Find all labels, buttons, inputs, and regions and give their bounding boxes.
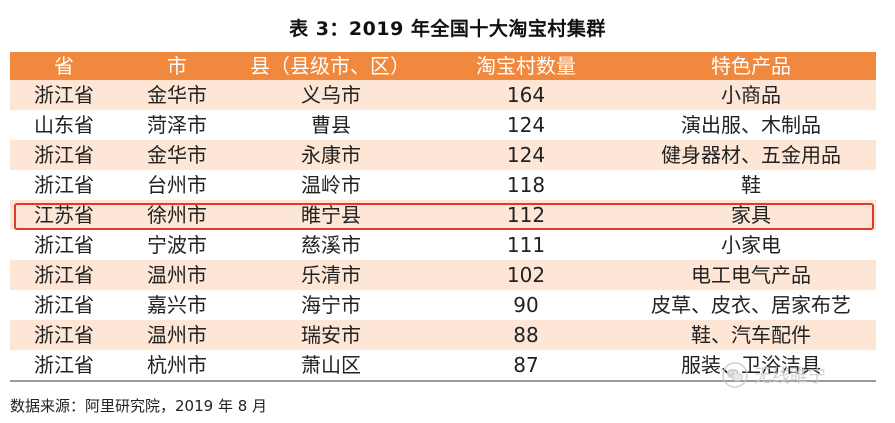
table-row: 浙江省 嘉兴市 海宁市 90 皮草、皮衣、居家布艺	[10, 290, 876, 320]
province-cell: 浙江省	[34, 293, 94, 317]
village-count-cell: 124	[506, 113, 546, 137]
village-count-cell: 112	[506, 203, 546, 227]
county-cell: 曹县	[311, 113, 351, 137]
city-cell: 金华市	[147, 143, 207, 167]
village-count-cell: 111	[506, 233, 546, 257]
product-cell: 健身器材、五金用品	[661, 143, 841, 167]
county-cell: 温岭市	[301, 173, 361, 197]
header-village-count: 淘宝村数量	[476, 54, 576, 78]
county-cell: 萧山区	[301, 353, 361, 377]
product-cell: 小家电	[721, 233, 781, 257]
county-cell: 永康市	[301, 143, 361, 167]
village-count-cell: 87	[513, 353, 539, 377]
wechat-logo-icon	[722, 362, 748, 388]
data-source-note: 数据来源：阿里研究院，2019 年 8 月	[10, 397, 268, 415]
table-row: 浙江省 宁波市 慈溪市 111 小家电	[10, 230, 876, 260]
province-cell: 浙江省	[34, 263, 94, 287]
province-cell: 浙江省	[34, 353, 94, 377]
table-row: 浙江省 金华市 义乌市 164 小商品	[10, 80, 876, 110]
table-row: 浙江省 金华市 永康市 124 健身器材、五金用品	[10, 140, 876, 170]
table-row: 浙江省 温州市 乐清市 102 电工电气产品	[10, 260, 876, 290]
province-cell: 浙江省	[34, 323, 94, 347]
table-row-highlighted: 江苏省 徐州市 睢宁县 112 家具	[10, 200, 876, 230]
county-cell: 慈溪市	[301, 233, 361, 257]
city-cell: 金华市	[147, 83, 207, 107]
city-cell: 菏泽市	[147, 113, 207, 137]
county-cell: 海宁市	[301, 293, 361, 317]
product-cell: 鞋	[741, 173, 761, 197]
village-count-cell: 164	[506, 83, 546, 107]
product-cell: 演出服、木制品	[681, 113, 821, 137]
table-title: 表 3：2019 年全国十大淘宝村集群	[289, 18, 606, 40]
product-cell: 家具	[731, 203, 771, 227]
city-cell: 徐州市	[147, 203, 207, 227]
table-header-row: 省 市 县（县级市、区） 淘宝村数量 特色产品	[10, 52, 876, 80]
product-cell: 皮草、皮衣、居家布艺	[651, 293, 851, 317]
county-cell: 义乌市	[301, 83, 361, 107]
city-cell: 宁波市	[147, 233, 207, 257]
province-cell: 山东省	[34, 113, 94, 137]
village-count-cell: 102	[506, 263, 546, 287]
city-cell: 嘉兴市	[147, 293, 207, 317]
table-bottom-rule	[10, 380, 876, 382]
table-row: 浙江省 杭州市 萧山区 87 服装、卫浴洁具	[10, 350, 876, 380]
watermark: 无线睢宁	[722, 362, 826, 388]
header-county: 县（县级市、区）	[250, 54, 410, 78]
table-row: 浙江省 温州市 瑞安市 88 鞋、汽车配件	[10, 320, 876, 350]
header-products: 特色产品	[711, 54, 791, 78]
city-cell: 温州市	[147, 323, 207, 347]
village-count-cell: 124	[506, 143, 546, 167]
province-cell: 江苏省	[34, 203, 94, 227]
taobao-village-table: 省 市 县（县级市、区） 淘宝村数量 特色产品 浙江省 金华市 义乌市 164 …	[10, 52, 876, 382]
city-cell: 杭州市	[147, 353, 207, 377]
table-row: 山东省 菏泽市 曹县 124 演出服、木制品	[10, 110, 876, 140]
city-cell: 温州市	[147, 263, 207, 287]
village-count-cell: 88	[513, 323, 539, 347]
watermark-text: 无线睢宁	[754, 366, 826, 387]
product-cell: 小商品	[721, 83, 781, 107]
village-count-cell: 118	[506, 173, 546, 197]
province-cell: 浙江省	[34, 173, 94, 197]
province-cell: 浙江省	[34, 83, 94, 107]
county-cell: 睢宁县	[301, 203, 361, 227]
header-city: 市	[167, 54, 187, 78]
province-cell: 浙江省	[34, 143, 94, 167]
city-cell: 台州市	[147, 173, 207, 197]
product-cell: 服装、卫浴洁具	[681, 353, 821, 377]
product-cell: 鞋、汽车配件	[691, 323, 811, 347]
product-cell: 电工电气产品	[691, 263, 811, 287]
table-row: 浙江省 台州市 温岭市 118 鞋	[10, 170, 876, 200]
county-cell: 乐清市	[301, 263, 361, 287]
header-province: 省	[54, 54, 74, 78]
province-cell: 浙江省	[34, 233, 94, 257]
county-cell: 瑞安市	[301, 323, 361, 347]
village-count-cell: 90	[513, 293, 539, 317]
